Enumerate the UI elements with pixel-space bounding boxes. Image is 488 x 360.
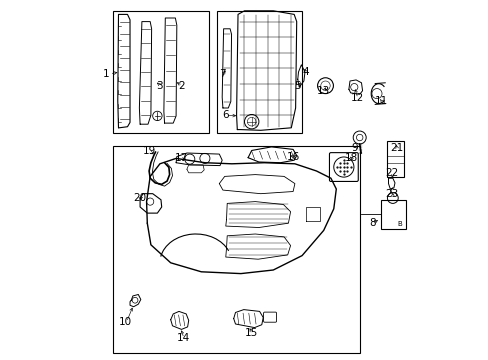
Text: 15: 15 [244,328,258,338]
Text: 1: 1 [102,69,109,79]
Text: 16: 16 [286,152,300,162]
Text: 3: 3 [156,81,163,91]
Text: 23: 23 [385,189,398,199]
Bar [113,146,359,353]
Text: 21: 21 [389,143,402,153]
Text: 22: 22 [385,168,398,178]
Text: 10: 10 [119,317,132,327]
Text: 12: 12 [350,93,364,103]
Text: 5: 5 [294,81,301,91]
Bar [380,200,406,229]
Text: 4: 4 [302,67,308,77]
Bar [386,141,403,177]
Text: 6: 6 [222,110,228,120]
Text: 17: 17 [175,153,188,163]
Text: 18: 18 [345,153,358,163]
Text: 8: 8 [368,218,375,228]
Text: B: B [396,221,401,227]
Text: 2: 2 [178,81,184,91]
Text: 14: 14 [176,333,189,343]
Bar [217,11,302,133]
Text: 19: 19 [142,146,155,156]
Text: 9: 9 [350,143,357,153]
Text: 13: 13 [316,86,330,96]
Text: 20: 20 [133,193,145,203]
Text: 7: 7 [219,69,225,79]
Text: 11: 11 [374,96,387,106]
Bar [113,11,208,133]
